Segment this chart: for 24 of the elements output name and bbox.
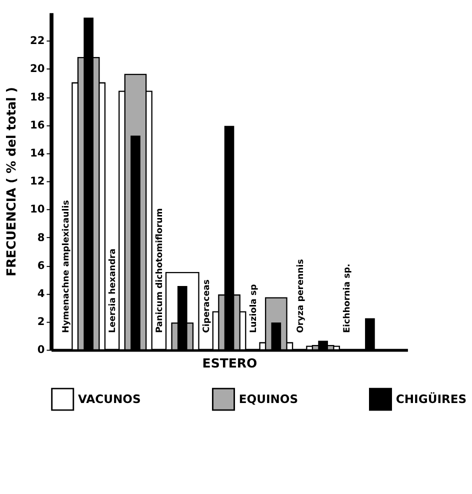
legend-label: EQUINOS [238,392,298,406]
y-tick-label: 18 [30,91,45,104]
x-tick-label: Luziola sp [248,284,259,333]
y-tick-label: 12 [30,176,45,188]
y-tick-label: 10 [30,204,45,216]
legend-label: CHIGÜIRES [396,392,467,406]
x-tick-label: Oryza perennis [296,259,306,333]
y-tick-label: 6 [37,260,45,272]
y-tick-label: 20 [30,63,45,76]
x-tick-label: Eichhornia sp. [342,264,353,333]
y-axis-title: FRECUENCIA ( % del total ) [4,86,19,276]
y-tick-label: 14 [30,147,45,160]
y-tick-label: 4 [37,288,45,300]
x-tick-label: Hymenachne amplexicaulis [61,200,72,333]
x-axis-title: ESTERO [202,356,258,371]
y-tick-label: 8 [37,232,45,244]
x-tick-label: Panicum dichotomiflorum [155,208,166,333]
y-tick-label: 2 [37,316,45,328]
x-tick-label: Ciperaceas [202,279,212,333]
y-tick-label: 22 [30,35,45,48]
y-tick-label: 0 [37,344,45,356]
x-tick-label: Leersia hexandra [108,248,118,333]
legend-label: VACUNOS [78,392,141,406]
y-tick-label: 16 [30,119,45,132]
